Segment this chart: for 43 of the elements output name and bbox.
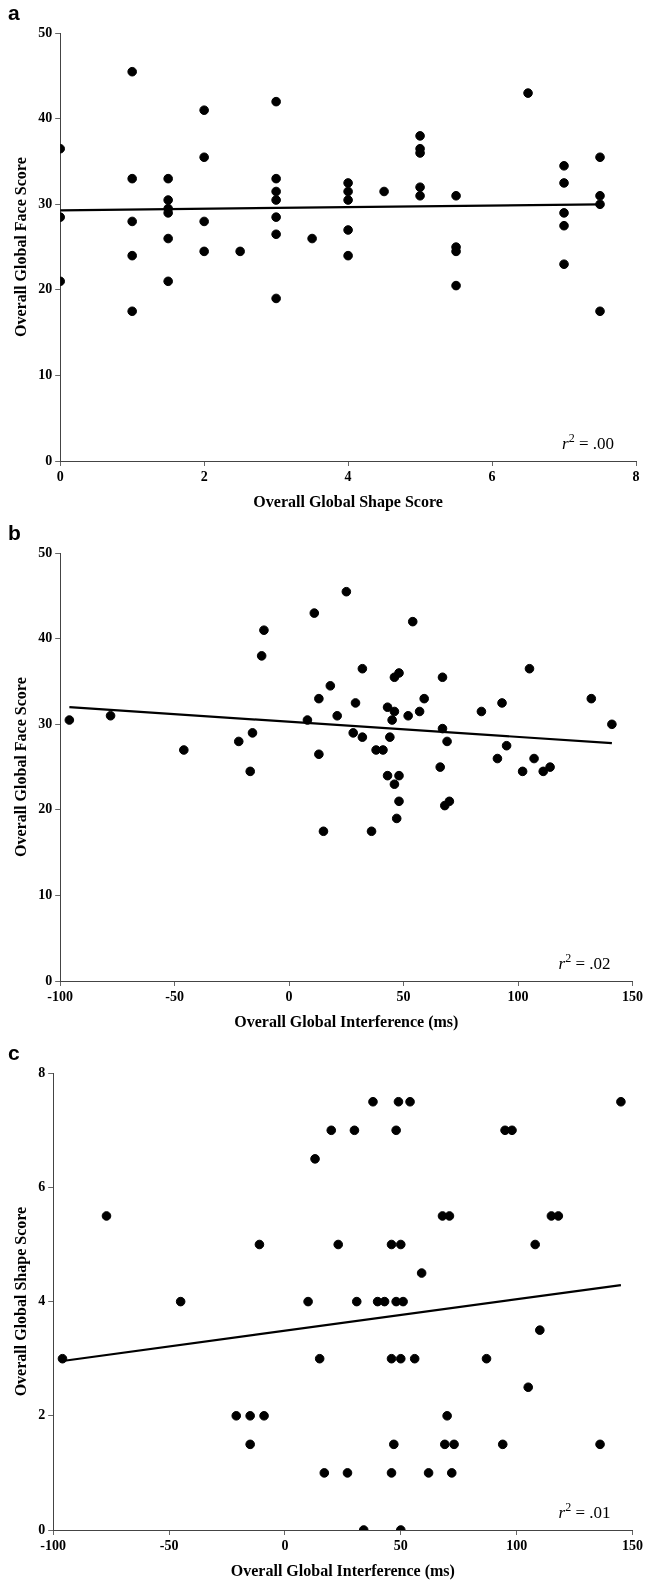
x-axis-title: Overall Global Interference (ms) [230, 1561, 455, 1580]
y-tick-label: 40 [38, 110, 53, 126]
y-tick-label: 50 [38, 24, 53, 40]
y-tick-label: 0 [38, 1521, 46, 1537]
y-axis-title: Overall Global Face Score [11, 157, 29, 337]
y-tick-label: 10 [38, 367, 53, 383]
y-axis-title: Overall Global Shape Score [11, 1206, 30, 1397]
x-tick-label: -50 [159, 1538, 179, 1554]
y-tick-label: 6 [38, 1179, 46, 1195]
x-tick-label: 100 [507, 989, 529, 1005]
x-tick-label: 150 [622, 989, 643, 1005]
x-tick-label: 150 [622, 1538, 643, 1554]
y-tick-label: 2 [38, 1407, 46, 1423]
x-tick-label: 2 [200, 469, 208, 485]
y-tick-label: 30 [38, 715, 53, 731]
y-tick-label: 30 [38, 195, 53, 211]
chart-title: a [8, 1, 20, 25]
x-tick-label: 0 [285, 989, 293, 1005]
y-tick-label: 8 [38, 1064, 46, 1080]
chart-title: b [8, 521, 21, 545]
x-tick-label: -50 [165, 989, 184, 1005]
chart-title: c [8, 1041, 20, 1065]
y-axis-title: Overall Global Face Score [11, 677, 29, 857]
x-tick-label: 8 [632, 469, 640, 485]
x-tick-label: 100 [506, 1538, 528, 1554]
x-tick-label: 0 [281, 1538, 289, 1554]
y-tick-label: 20 [38, 281, 53, 297]
x-axis-title: Overall Global Shape Score [253, 492, 443, 511]
x-axis-title: Overall Global Interference (ms) [234, 1012, 459, 1031]
y-tick-label: 50 [38, 544, 53, 560]
x-tick-label: 0 [56, 469, 64, 485]
y-tick-label: 10 [38, 887, 53, 903]
x-tick-label: 4 [344, 469, 352, 485]
x-tick-label: -100 [47, 989, 74, 1005]
y-tick-label: 20 [38, 801, 53, 817]
x-tick-label: 50 [396, 989, 411, 1005]
x-tick-label: 6 [488, 469, 496, 485]
x-tick-label: -100 [40, 1538, 67, 1554]
y-tick-label: 0 [45, 452, 53, 468]
y-tick-label: 4 [38, 1293, 46, 1309]
x-tick-label: 50 [393, 1538, 408, 1554]
y-tick-label: 0 [45, 972, 53, 988]
y-tick-label: 40 [38, 630, 53, 646]
